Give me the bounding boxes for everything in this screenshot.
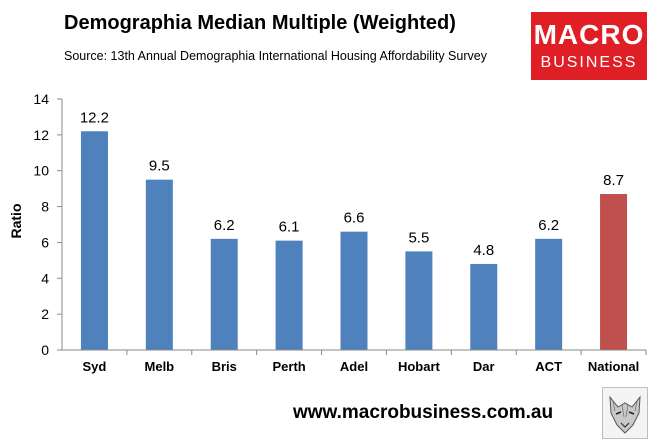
- x-tick-label-perth: Perth: [272, 359, 305, 374]
- value-label-melb: 9.5: [149, 158, 170, 175]
- chart-subtitle: Source: 13th Annual Demographia Internat…: [64, 49, 487, 63]
- bar-melb: [145, 179, 173, 350]
- y-tick-label: 2: [41, 306, 49, 322]
- macrobusiness-logo[interactable]: MACRO BUSINESS: [531, 12, 647, 80]
- logo-text-business: BUSINESS: [540, 54, 638, 71]
- y-tick-label: 12: [33, 127, 49, 143]
- x-tick-label-adel: Adel: [340, 359, 368, 374]
- x-tick-label-national: National: [588, 359, 639, 374]
- y-tick-label: 8: [41, 199, 49, 215]
- value-label-hobart: 5.5: [408, 229, 429, 246]
- x-tick-label-act: ACT: [535, 359, 562, 374]
- value-label-dar: 4.8: [473, 242, 494, 259]
- value-labels: 12.2 9.5 6.2 6.1 6.6 5.5 4.8 6.2 8.7: [80, 109, 624, 259]
- y-tick-label: 4: [41, 270, 49, 286]
- value-label-bris: 6.2: [214, 217, 235, 234]
- bar-bris: [210, 238, 238, 350]
- website-url[interactable]: www.macrobusiness.com.au: [293, 402, 554, 423]
- value-label-national: 8.7: [603, 172, 624, 189]
- bar-dar: [470, 263, 498, 350]
- bar-adel: [340, 231, 368, 350]
- value-label-syd: 12.2: [80, 109, 109, 126]
- x-axis-tick-labels: Syd Melb Bris Perth Adel Hobart Dar ACT National: [83, 350, 647, 374]
- y-tick-label: 0: [41, 342, 49, 358]
- bar-syd: [80, 131, 108, 350]
- x-tick-label-melb: Melb: [145, 359, 175, 374]
- value-label-perth: 6.1: [279, 219, 300, 236]
- bar-act: [535, 238, 563, 350]
- x-tick-label-dar: Dar: [473, 359, 495, 374]
- value-label-act: 6.2: [538, 217, 559, 234]
- x-tick-label-bris: Bris: [212, 359, 237, 374]
- value-label-adel: 6.6: [344, 210, 365, 227]
- bar-hobart: [405, 251, 433, 350]
- bar-perth: [275, 240, 303, 350]
- wolf-icon: [602, 387, 648, 439]
- chart-title: Demographia Median Multiple (Weighted): [64, 12, 456, 34]
- bars: [80, 131, 628, 350]
- logo-text-macro: MACRO: [533, 19, 645, 50]
- x-tick-label-syd: Syd: [83, 359, 107, 374]
- y-axis-ticks: 0 2 4 6 8 10 12 14: [33, 91, 62, 358]
- y-tick-label: 6: [41, 234, 49, 250]
- bar-national: [600, 194, 628, 350]
- y-tick-label: 14: [33, 91, 49, 107]
- y-tick-label: 10: [33, 163, 49, 179]
- x-tick-label-hobart: Hobart: [398, 359, 441, 374]
